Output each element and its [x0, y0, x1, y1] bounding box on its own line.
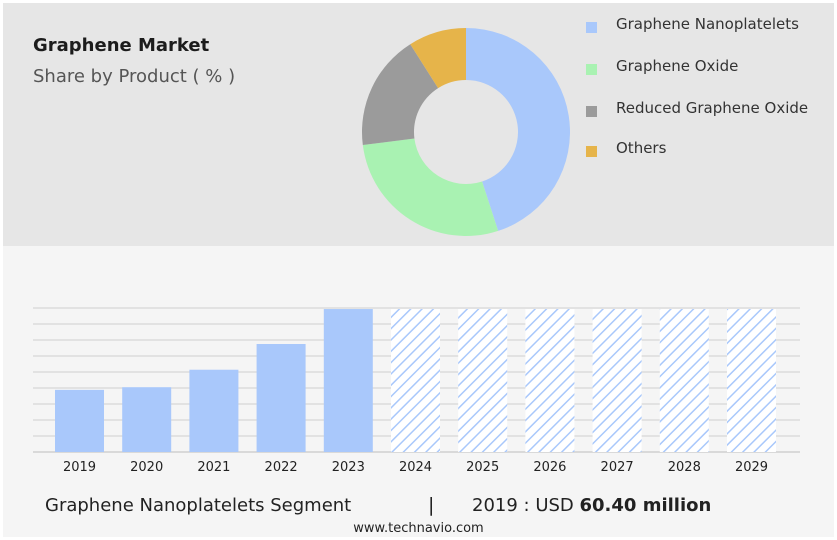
- chart-subtitle: Share by Product ( % ): [33, 66, 236, 87]
- legend-label: Graphene Nanoplatelets: [616, 15, 799, 33]
- bar-chart: 2019 2020 2021 2022 2023 2024 2025 2026 2027 2028…: [33, 307, 800, 475]
- donut-slice-graphene-nanoplatelets: [466, 28, 571, 231]
- bar-2019: [55, 389, 104, 452]
- x-tick-label: 2028: [668, 460, 701, 475]
- bar-2029: [727, 309, 776, 452]
- x-tick-label: 2019: [63, 460, 96, 475]
- bar-2021: [189, 369, 239, 452]
- legend-swatch: [586, 106, 597, 117]
- bar-2028: [659, 309, 709, 452]
- bar-2020: [122, 387, 172, 452]
- donut-chart: [362, 28, 571, 237]
- legend-label: Graphene Oxide: [616, 57, 739, 75]
- bar-2022: [256, 344, 306, 452]
- bar-2024: [391, 309, 440, 452]
- donut-slice-graphene-oxide: [362, 138, 499, 237]
- x-tick-label: 2022: [265, 460, 298, 475]
- footer-value-prefix: 2019 : USD: [472, 495, 580, 516]
- bar-2025: [458, 309, 508, 452]
- legend-label: Reduced Graphene Oxide: [616, 99, 809, 117]
- x-tick-label: 2021: [197, 460, 230, 475]
- footer-segment-label: Graphene Nanoplatelets Segment: [45, 495, 352, 516]
- x-tick-label: 2025: [466, 460, 499, 475]
- footer-value-amount: 60.40 million: [579, 495, 712, 516]
- x-tick-label: 2023: [332, 460, 365, 475]
- x-tick-label: 2024: [399, 460, 432, 475]
- footer-value: 2019 : USD 60.40 million: [472, 495, 711, 516]
- legend-label: Others: [616, 139, 667, 157]
- donut-slice-reduced-graphene-oxide: [362, 44, 439, 146]
- chart-title: Graphene Market: [33, 35, 210, 56]
- bar-2027: [592, 309, 642, 452]
- legend-swatch: [586, 64, 597, 75]
- legend-swatch: [586, 146, 597, 157]
- donut-slice-others: [410, 28, 466, 89]
- x-tick-label: 2027: [601, 460, 634, 475]
- x-tick-label: 2026: [533, 460, 566, 475]
- watermark: www.technavio.com: [353, 521, 484, 536]
- bar-2023: [323, 309, 373, 452]
- footer-divider: |: [428, 494, 435, 516]
- x-tick-label: 2029: [735, 460, 768, 475]
- bar-2026: [525, 309, 575, 452]
- x-tick-label: 2020: [130, 460, 163, 475]
- legend-swatch: [586, 22, 597, 33]
